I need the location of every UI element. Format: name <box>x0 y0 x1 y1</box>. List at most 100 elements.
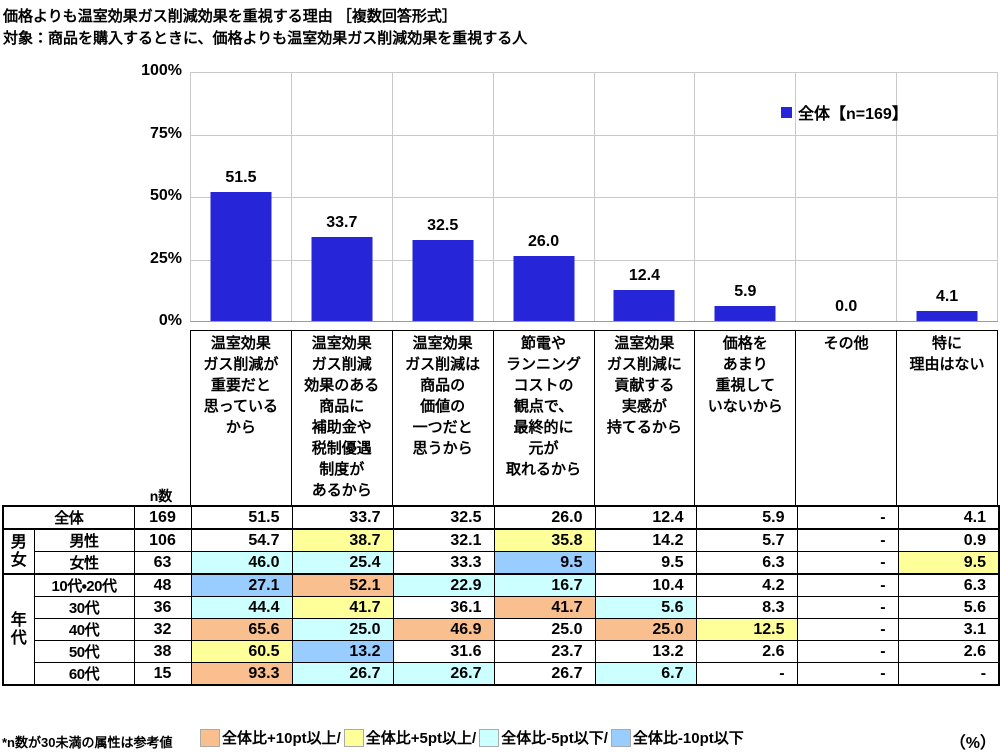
table-cell: 9.5 <box>594 551 697 575</box>
bar <box>613 290 675 321</box>
group-label: 男 女 <box>2 528 35 575</box>
results-table: 全体 169 51.5 33.7 32.5 26.0 12.4 5.9-4.1 男 女男性 106… <box>2 505 1000 686</box>
category-header-cell: 節電や ランニング コストの 観点で、 最終的に 元が 取れるから <box>492 330 594 505</box>
table-cell: 33.3 <box>392 551 495 575</box>
bar-value-label: 0.0 <box>835 298 858 315</box>
table-cell: 26.7 <box>291 662 394 686</box>
gridline <box>191 259 998 261</box>
table-cell: 13.2 <box>594 640 697 663</box>
table-row: 30代 36 44.4 41.7 36.1 41.7 5.6 8.3-5.6 <box>3 596 1000 619</box>
category-header-cell: 温室効果 ガス削減は 商品の 価値の 一つだと 思うから <box>391 330 493 505</box>
table-cell: 26.7 <box>392 662 495 686</box>
table-cell: 6.7 <box>594 662 697 686</box>
table-cell: 46.9 <box>392 618 495 641</box>
row-label: 男性 <box>33 528 135 552</box>
legend: 全体【n=169】 <box>781 100 908 124</box>
bar <box>513 256 575 321</box>
chart-column: 5.9 <box>695 72 797 321</box>
y-tick-label: 0% <box>158 312 182 329</box>
gridline <box>191 197 998 198</box>
bar-value-label: 12.4 <box>628 267 660 284</box>
chart-column: 12.4 <box>595 72 696 321</box>
table-cell: 2.6 <box>897 640 1000 663</box>
table-cell: 26.0 <box>493 505 596 530</box>
table-cell: 31.6 <box>392 640 495 663</box>
table-cell: 38.7 <box>291 528 394 552</box>
category-header: 温室効果 ガス削減が 重要だと 思っている から 温室効果 ガス削減 効果のある … <box>190 330 998 505</box>
chart-plot: 51.5 33.7 32.5 26.0 12.4 5.9 0.0 4.1 <box>190 72 998 322</box>
table-cell: 32.1 <box>392 528 495 552</box>
category-header-cell: 温室効果 ガス削減に 貢献する 実感が 持てるから <box>593 330 695 505</box>
table-cell: 35.8 <box>493 528 596 552</box>
bar <box>412 240 474 321</box>
bar-value-label: 51.5 <box>225 169 257 186</box>
chart-column: 0.0 <box>796 72 898 321</box>
table-cell: - <box>897 662 1000 686</box>
bar-value-label: 4.1 <box>935 288 959 305</box>
table-cell: 41.7 <box>291 596 394 619</box>
footer-legend-label: 全体比+10pt以上/ <box>222 730 341 747</box>
blue-swatch-icon <box>610 728 631 747</box>
table-cell: 25.4 <box>291 551 394 575</box>
table-cell: 12.4 <box>594 505 697 530</box>
table-cell: - <box>695 662 798 686</box>
table-cell: 6.3 <box>695 551 798 575</box>
bar <box>714 306 776 321</box>
gridline <box>191 134 998 136</box>
table-cell: 5.9 <box>695 505 798 530</box>
table-cell: 93.3 <box>190 662 293 686</box>
table-cell: 5.6 <box>594 596 697 619</box>
table-cell: 27.1 <box>190 573 293 597</box>
bar <box>916 311 978 321</box>
table-cell: 10.4 <box>594 573 697 597</box>
table-cell: 54.7 <box>190 528 293 552</box>
legend-label: 全体【n=169】 <box>798 106 908 123</box>
table-cell: 25.0 <box>493 618 596 641</box>
category-header-cell: その他 <box>795 330 897 505</box>
page-subtitle: 対象：商品を購入するときに、価格よりも温室効果ガス削減効果を重視する人 <box>3 30 528 47</box>
table-row: 全体 169 51.5 33.7 32.5 26.0 12.4 5.9-4.1 <box>2 505 1000 530</box>
bar-value-label: 26.0 <box>527 233 560 250</box>
table-cell: - <box>796 618 899 641</box>
y-tick-label: 75% <box>149 124 182 142</box>
table-cell: - <box>796 551 899 575</box>
table-cell: 2.6 <box>695 640 798 663</box>
row-label: 全体 <box>2 505 135 530</box>
results-table-grid: 全体 169 51.5 33.7 32.5 26.0 12.4 5.9-4.1 男 女男性 106… <box>2 505 1000 686</box>
orange-swatch-icon <box>200 728 220 747</box>
n-value: 106 <box>133 528 192 552</box>
table-cell: - <box>796 640 899 663</box>
table-cell: 12.5 <box>695 618 798 641</box>
table-cell: 13.2 <box>291 640 394 663</box>
table-cell: 4.1 <box>897 505 1000 530</box>
n-value: 15 <box>133 662 192 686</box>
bar <box>311 237 373 321</box>
y-tick-label: 100% <box>141 62 182 79</box>
table-cell: 3.1 <box>897 618 1000 641</box>
table-row: 50代 38 60.5 13.2 31.6 23.7 13.2 2.6-2.6 <box>3 640 1000 663</box>
table-cell: 5.6 <box>897 596 1000 619</box>
table-cell: - <box>796 662 899 686</box>
row-label: 10代・20代 <box>33 573 135 597</box>
page-title: 価格よりも温室効果ガス削減効果を重視する理由 ［複数回答形式］ <box>3 8 457 25</box>
category-header-cell: 特に 理由はない <box>896 330 997 505</box>
footer-legend: 全体比+10pt以上/全体比+5pt以上/全体比-5pt以下/全体比-10pt以… <box>200 727 747 748</box>
chart-column: 51.5 <box>191 72 292 321</box>
table-row: 40代 32 65.6 25.0 46.9 25.0 25.0 12.5-3.1 <box>3 618 1000 641</box>
group-label: 年 代 <box>2 573 35 686</box>
bar-value-label: 5.9 <box>734 283 757 300</box>
category-header-cell: 温室効果 ガス削減が 重要だと 思っている から <box>190 330 291 505</box>
row-label: 40代 <box>33 618 135 641</box>
chart-column: 32.5 <box>393 72 494 321</box>
bar <box>210 192 272 321</box>
table-cell: 22.9 <box>392 573 495 597</box>
footer-legend-label: 全体比-5pt以下/ <box>501 730 608 747</box>
table-cell: 6.3 <box>897 573 1000 597</box>
row-label: 30代 <box>33 596 135 619</box>
table-row: 60代 15 93.3 26.7 26.7 26.7 6.7- - - <box>3 662 1000 686</box>
table-cell: - <box>796 573 899 597</box>
legend-marker-icon <box>781 106 792 118</box>
yellow-swatch-icon <box>343 728 364 747</box>
results-table-body: 全体 169 51.5 33.7 32.5 26.0 12.4 5.9-4.1 男 女男性 106… <box>2 505 1000 686</box>
